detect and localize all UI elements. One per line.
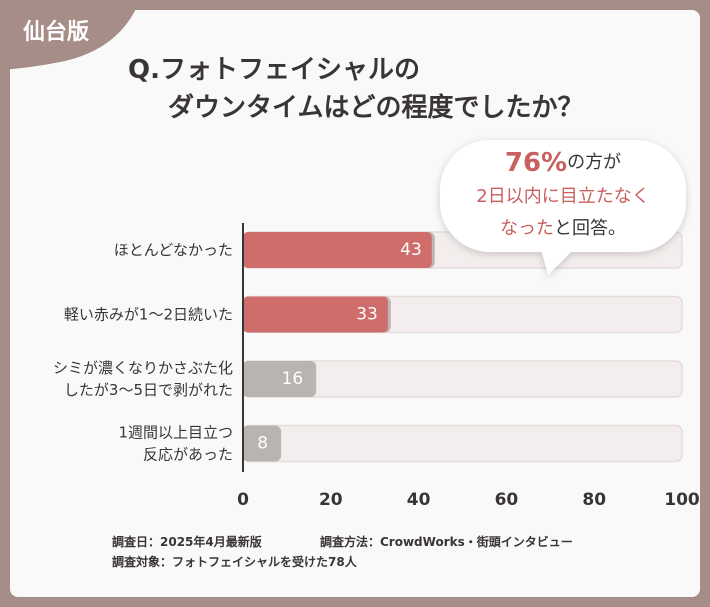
bar — [243, 296, 388, 333]
badge-bg — [0, 0, 140, 70]
value-label: 8 — [257, 434, 268, 454]
badge: 仙台版 — [23, 19, 89, 45]
label-line: 軽い赤みが1〜2日続いた — [64, 305, 233, 323]
callout-text: なった — [500, 218, 554, 239]
title-line: Q.フォトフェイシャルの — [128, 55, 420, 85]
value-label: 43 — [400, 240, 422, 260]
callout-text: の方が — [567, 152, 621, 173]
value-label: 16 — [282, 369, 304, 389]
y-tick-label: 1週間以上目立つ反応があった — [118, 423, 233, 463]
footnote: 調査日：2025年4月最新版 — [112, 534, 262, 549]
y-tick-label: 軽い赤みが1〜2日続いた — [64, 305, 233, 323]
x-tick-label: 20 — [319, 490, 343, 510]
callout-text: 2日以内に目立たなく — [476, 186, 649, 207]
label-line: ほとんどなかった — [114, 241, 233, 259]
label-line: 1週間以上目立つ — [118, 423, 233, 441]
bar — [243, 361, 314, 397]
value-label: 33 — [356, 305, 378, 325]
label-line: 反応があった — [143, 445, 233, 463]
x-tick-label: 40 — [407, 490, 431, 510]
bar — [243, 232, 432, 268]
bar — [243, 425, 279, 462]
y-tick-label: ほとんどなかった — [114, 241, 233, 259]
footnote: 調査方法：CrowdWorks・街頭インタビュー — [320, 534, 573, 549]
track — [242, 424, 683, 463]
title-line: ダウンタイムはどの程度でしたか？ — [168, 92, 583, 123]
callout-text: と回答。 — [554, 218, 626, 239]
label-line: したが3〜5日で剥がれた — [64, 381, 233, 399]
callout-line: なったと回答。 — [500, 218, 626, 239]
callout-bubble — [440, 140, 686, 275]
footnote: 調査対象：フォトフェイシャルを受けた78人 — [112, 554, 358, 569]
footnotes: 調査日：2025年4月最新版 調査方法：CrowdWorks・街頭インタビュー調査… — [112, 534, 573, 569]
label-line: シミが濃くなりかさぶた化 — [53, 359, 233, 377]
x-tick-label: 80 — [582, 490, 606, 510]
callout-text: 76% — [505, 148, 567, 178]
callout-line: 2日以内に目立たなく — [476, 186, 649, 207]
x-tick-label: 0 — [237, 490, 249, 510]
chart-title: Q.フォトフェイシャルの ダウンタイムはどの程度でしたか？ — [128, 55, 583, 123]
x-tick-label: 100 — [664, 490, 700, 510]
callout-line: 76%の方が — [505, 148, 621, 178]
x-tick-label: 60 — [495, 490, 519, 510]
y-tick-label: シミが濃くなりかさぶた化したが3〜5日で剥がれた — [53, 359, 233, 399]
